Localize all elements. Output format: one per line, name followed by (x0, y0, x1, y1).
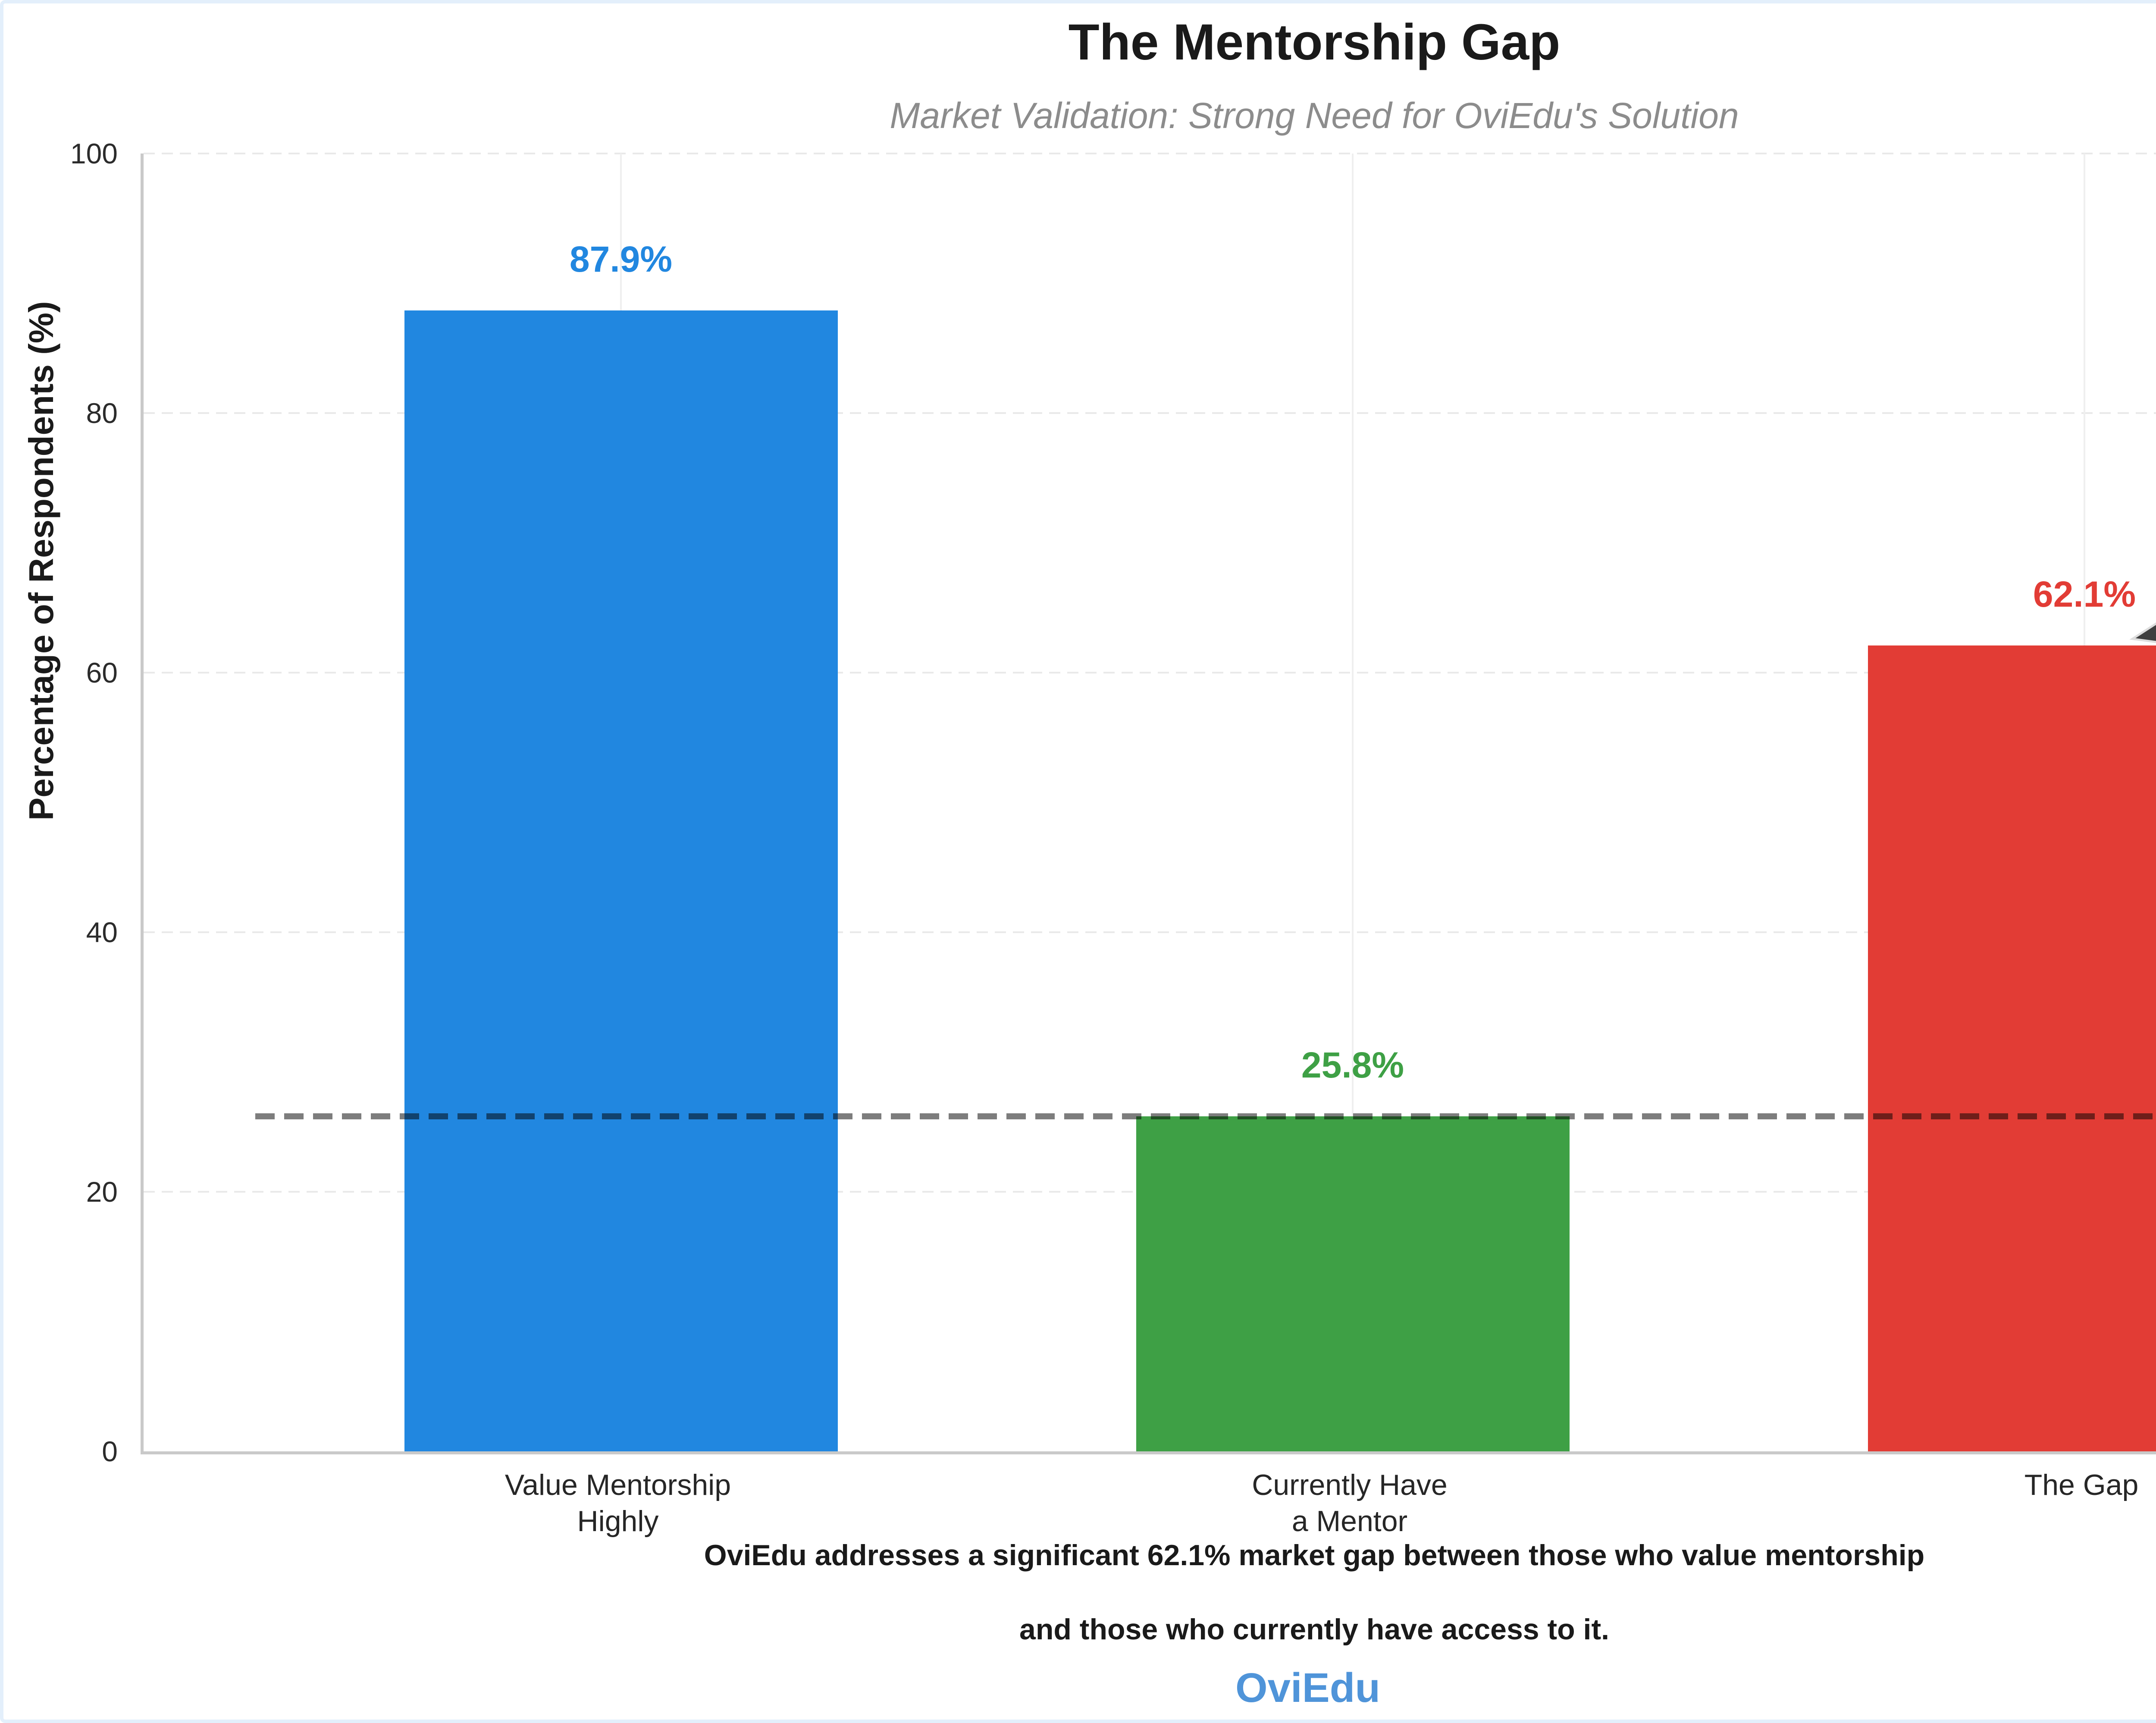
y-tick-0: 0 (102, 1435, 118, 1467)
y-tick-20: 20 (86, 1176, 118, 1208)
chart-subtitle: Market Validation: Strong Need for OviEd… (890, 95, 1739, 136)
bar-the-gap (1868, 645, 2156, 1451)
gridline-y-80 (144, 412, 2156, 414)
y-tick-100: 100 (70, 138, 118, 169)
gridline-y-100 (144, 153, 2156, 154)
brand-footer: OviEdu (1235, 1665, 1381, 1711)
y-tick-60: 60 (86, 657, 118, 689)
x-tick-1: Currently Have a Mentor (1252, 1469, 1448, 1538)
bar-currently-have-a-mentor (1136, 1116, 1570, 1451)
bar-value-label: 87.9% (569, 239, 673, 280)
bar-value-label: 62.1% (2033, 573, 2136, 614)
bar-value-mentorship-highly (404, 310, 838, 1451)
y-tick-40: 40 (86, 916, 118, 948)
gridline-x-1 (1352, 154, 1354, 1451)
gridline-y-40 (144, 931, 2156, 933)
gridline-y-60 (144, 672, 2156, 674)
plot-area: 87.9% 25.8% 62.1% (141, 153, 2156, 1454)
caption-text: OviEdu addresses a significant 62.1% mar… (704, 1539, 1925, 1646)
reference-line (255, 1113, 2156, 1120)
x-tick-0: Value Mentorship Highly (505, 1469, 731, 1538)
bar-value-label: 25.8% (1301, 1045, 1404, 1086)
y-tick-80: 80 (86, 397, 118, 429)
x-tick-2: The Gap (2024, 1469, 2139, 1501)
chart-title: The Mentorship Gap (1068, 14, 1561, 71)
